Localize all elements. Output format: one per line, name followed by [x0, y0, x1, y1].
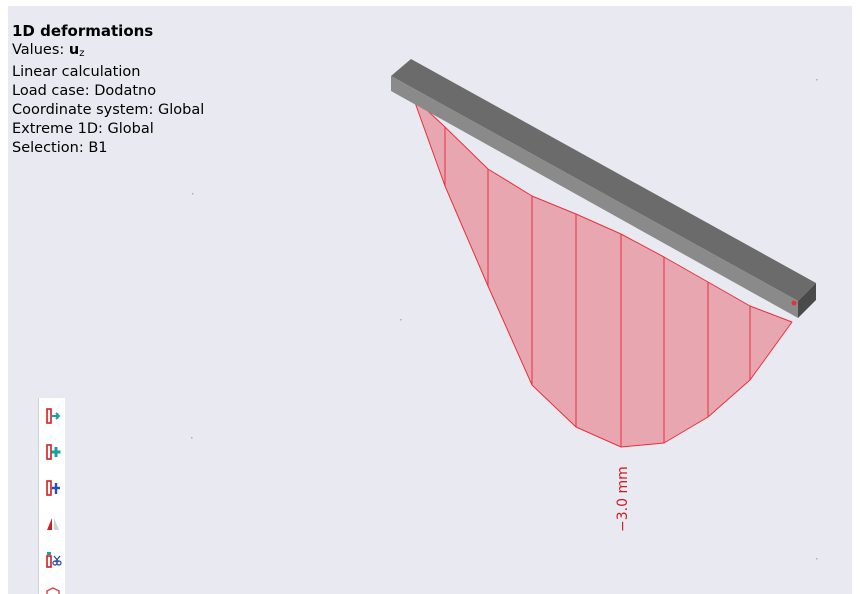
member-insert-icon	[44, 479, 62, 497]
results-info-panel: 1D deformations Values: uz Linear calcul…	[12, 22, 204, 158]
member-add-button[interactable]	[41, 440, 65, 464]
values-symbol: u	[69, 42, 79, 58]
deformation-diagram: −3.0 mm	[413, 97, 792, 532]
vertical-toolbar	[38, 398, 65, 594]
hexagon-button[interactable]	[41, 582, 65, 594]
beam-node[interactable]	[792, 301, 797, 306]
results-title: 1D deformations	[12, 22, 204, 41]
member-arrow-button[interactable]	[41, 404, 65, 428]
max-deformation-label: −3.0 mm	[615, 466, 631, 532]
member-add-icon	[44, 443, 62, 461]
member-cut-icon	[44, 551, 62, 569]
extreme-line: Extreme 1D: Global	[12, 120, 204, 139]
member-arrow-icon	[44, 407, 62, 425]
coordinate-system-line: Coordinate system: Global	[12, 101, 204, 120]
member-cut-button[interactable]	[41, 548, 65, 572]
hexagon-icon	[44, 585, 62, 594]
calculation-line: Linear calculation	[12, 63, 204, 82]
values-subscript: z	[79, 48, 84, 59]
mirror-icon	[44, 515, 62, 533]
3d-viewport[interactable]: −3.0 mm 1D deformations Values: uz Linea…	[8, 6, 852, 594]
member-insert-button[interactable]	[41, 476, 65, 500]
load-case-line: Load case: Dodatno	[12, 82, 204, 101]
selection-line: Selection: B1	[12, 139, 204, 158]
mirror-button[interactable]	[41, 512, 65, 536]
values-line: Values: uz	[12, 41, 204, 63]
values-label: Values:	[12, 42, 69, 58]
